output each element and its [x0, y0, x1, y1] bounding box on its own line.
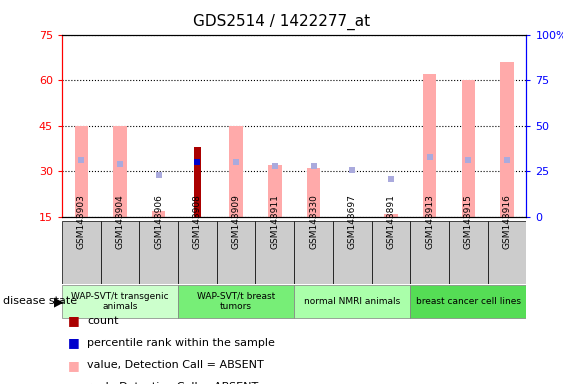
Text: GSM143908: GSM143908: [193, 194, 202, 249]
Text: GSM143913: GSM143913: [425, 194, 434, 249]
Bar: [372, 221, 410, 284]
Text: GSM143891: GSM143891: [386, 194, 395, 249]
Bar: [217, 221, 256, 284]
Text: GSM143697: GSM143697: [348, 194, 357, 249]
Text: disease state: disease state: [3, 296, 77, 306]
Text: ■: ■: [68, 336, 79, 349]
Bar: [268, 165, 282, 217]
Text: WAP-SVT/t breast
tumors: WAP-SVT/t breast tumors: [197, 292, 275, 311]
Bar: [294, 221, 333, 284]
Text: ■: ■: [68, 314, 79, 327]
Bar: [140, 221, 178, 284]
Text: rank, Detection Call = ABSENT: rank, Detection Call = ABSENT: [87, 382, 258, 384]
Text: GSM143916: GSM143916: [503, 194, 512, 249]
Bar: [194, 147, 202, 217]
Text: normal NMRI animals: normal NMRI animals: [304, 297, 400, 306]
Bar: [449, 221, 488, 284]
Bar: [178, 221, 217, 284]
Text: percentile rank within the sample: percentile rank within the sample: [87, 338, 275, 348]
Text: ■: ■: [68, 359, 79, 372]
Bar: [488, 221, 526, 284]
Bar: [294, 285, 410, 318]
Text: value, Detection Call = ABSENT: value, Detection Call = ABSENT: [87, 360, 264, 370]
Text: GSM143330: GSM143330: [309, 194, 318, 249]
Bar: [229, 126, 243, 217]
Bar: [423, 74, 436, 217]
Bar: [462, 80, 475, 217]
Bar: [101, 221, 140, 284]
Bar: [501, 62, 514, 217]
Bar: [74, 126, 88, 217]
Bar: [410, 221, 449, 284]
Text: GDS2514 / 1422277_at: GDS2514 / 1422277_at: [193, 13, 370, 30]
Bar: [62, 221, 101, 284]
Text: GSM143903: GSM143903: [77, 194, 86, 249]
Bar: [410, 285, 526, 318]
Text: GSM143915: GSM143915: [464, 194, 473, 249]
Text: GSM143906: GSM143906: [154, 194, 163, 249]
Bar: [384, 214, 397, 217]
Bar: [152, 211, 166, 217]
Text: WAP-SVT/t transgenic
animals: WAP-SVT/t transgenic animals: [71, 292, 169, 311]
Text: ▶: ▶: [53, 295, 63, 308]
Bar: [113, 126, 127, 217]
Bar: [307, 168, 320, 217]
Text: GSM143904: GSM143904: [115, 195, 124, 249]
Bar: [62, 285, 178, 318]
Text: GSM143909: GSM143909: [231, 194, 240, 249]
Text: breast cancer cell lines: breast cancer cell lines: [416, 297, 521, 306]
Bar: [178, 285, 294, 318]
Text: count: count: [87, 316, 119, 326]
Bar: [333, 221, 372, 284]
Bar: [256, 221, 294, 284]
Text: ■: ■: [68, 381, 79, 384]
Text: GSM143911: GSM143911: [270, 194, 279, 249]
